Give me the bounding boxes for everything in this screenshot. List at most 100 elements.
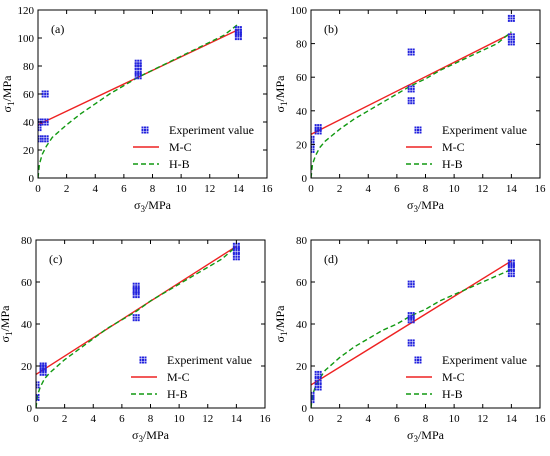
x-tick-label: 2 (337, 183, 343, 195)
x-tick-label: 10 (449, 183, 461, 195)
y-tick-label: 60 (296, 72, 308, 84)
x-tick-label: 14 (231, 413, 243, 425)
panel-label: (c) (49, 252, 62, 266)
data-point (407, 85, 415, 93)
y-tick-label: 80 (23, 61, 35, 73)
legend: Experiment value M-C H-B (131, 353, 252, 401)
y-tick-label: 80 (296, 235, 308, 247)
plot-frame (37, 9, 268, 179)
x-tick-label: 6 (394, 413, 400, 425)
x-tick-label: 12 (477, 183, 488, 195)
plot-frame (310, 9, 541, 179)
x-tick-label: 16 (260, 413, 272, 425)
panel-label: (d) (324, 252, 338, 266)
data-point (314, 370, 322, 378)
legend-item: Experiment value (139, 353, 252, 367)
data-point (407, 280, 415, 288)
data-point (232, 253, 240, 261)
legend-item: H-B (406, 157, 463, 171)
plot-area (38, 23, 242, 178)
plot-area (311, 259, 515, 408)
data-point (407, 339, 415, 347)
y-tick-label: 40 (296, 319, 308, 331)
x-tick-label: 6 (394, 183, 400, 195)
series-line-hb (38, 23, 239, 178)
legend-label: M-C (442, 370, 465, 384)
legend: Experiment value M-C H-B (406, 123, 527, 171)
data-point (507, 33, 515, 41)
legend-marker (141, 126, 149, 134)
legend-label: Experiment value (442, 353, 527, 367)
y-tick-label: 40 (21, 319, 33, 331)
y-tick-label: 100 (18, 33, 35, 45)
x-axis-title: σ3/MPa (407, 428, 445, 444)
legend-item: Experiment value (414, 353, 527, 367)
panel-label: (b) (324, 22, 338, 36)
y-tick-label: 20 (296, 361, 308, 373)
x-tick-label: 8 (423, 413, 429, 425)
y-tick-label: 60 (21, 277, 33, 289)
x-tick-label: 16 (535, 183, 547, 195)
x-tick-label: 2 (337, 413, 343, 425)
x-tick-label: 4 (366, 183, 372, 195)
y-tick-label: 80 (296, 39, 308, 51)
x-tick-label: 4 (93, 183, 99, 195)
x-tick-label: 10 (176, 183, 188, 195)
data-point (39, 362, 47, 370)
data-point (234, 26, 242, 34)
legend-label: Experiment value (169, 123, 254, 137)
x-tick-label: 0 (308, 183, 314, 195)
legend-label: M-C (442, 140, 465, 154)
series-line-hb (311, 268, 512, 408)
y-tick-label: 0 (302, 173, 308, 185)
y-tick-label: 60 (296, 277, 308, 289)
legend: Experiment value M-C H-B (406, 353, 527, 401)
x-tick-label: 14 (506, 413, 518, 425)
legend-item: M-C (131, 370, 190, 384)
chart-panel: 0 2 4 6 8 10 12 14 16 0 20 40 60 80 (c) σ3/MPa σ1/MPa Exp… (0, 235, 271, 444)
x-tick-label: 12 (202, 413, 213, 425)
legend-marker (139, 356, 147, 364)
x-tick-label: 2 (62, 413, 68, 425)
x-tick-label: 0 (35, 183, 41, 195)
x-tick-label: 8 (148, 413, 154, 425)
y-axis-title: σ1/MPa (0, 305, 14, 343)
legend-label: H-B (167, 387, 188, 401)
data-point (314, 383, 322, 391)
series-line-hb (311, 31, 512, 178)
x-tick-label: 10 (449, 413, 461, 425)
y-tick-label: 0 (302, 403, 308, 415)
legend-item: M-C (406, 370, 465, 384)
x-tick-label: 16 (262, 183, 274, 195)
x-tick-label: 0 (33, 413, 39, 425)
y-tick-label: 0 (27, 403, 33, 415)
y-tick-label: 20 (21, 361, 33, 373)
legend-item: Experiment value (141, 123, 254, 137)
legend-marker (414, 126, 422, 134)
data-point (132, 314, 140, 322)
y-axis-title: σ1/MPa (273, 75, 289, 113)
y-tick-label: 60 (23, 89, 35, 101)
plot-area (36, 242, 240, 408)
y-axis-title: σ1/MPa (273, 305, 289, 343)
chart-panel: 0 2 4 6 8 10 12 14 16 0 20 40 60 80 (d) σ3/MPa σ1/MPa Exp… (273, 235, 546, 444)
legend-marker (414, 356, 422, 364)
data-point (134, 59, 142, 67)
y-tick-label: 80 (21, 235, 33, 247)
data-point (507, 270, 515, 278)
x-tick-label: 4 (366, 413, 372, 425)
legend-label: H-B (442, 387, 463, 401)
panel-label: (a) (51, 22, 64, 36)
legend-label: M-C (169, 140, 192, 154)
x-tick-label: 16 (535, 413, 547, 425)
legend-label: Experiment value (167, 353, 252, 367)
series-line-mc (36, 245, 237, 375)
y-tick-label: 120 (18, 5, 35, 17)
y-axis-title: σ1/MPa (0, 75, 16, 113)
x-axis-title: σ3/MPa (134, 198, 172, 214)
x-tick-label: 10 (174, 413, 186, 425)
x-tick-label: 6 (119, 413, 125, 425)
y-tick-label: 20 (296, 139, 308, 151)
y-tick-label: 40 (296, 106, 308, 118)
series-line-mc (38, 28, 239, 126)
